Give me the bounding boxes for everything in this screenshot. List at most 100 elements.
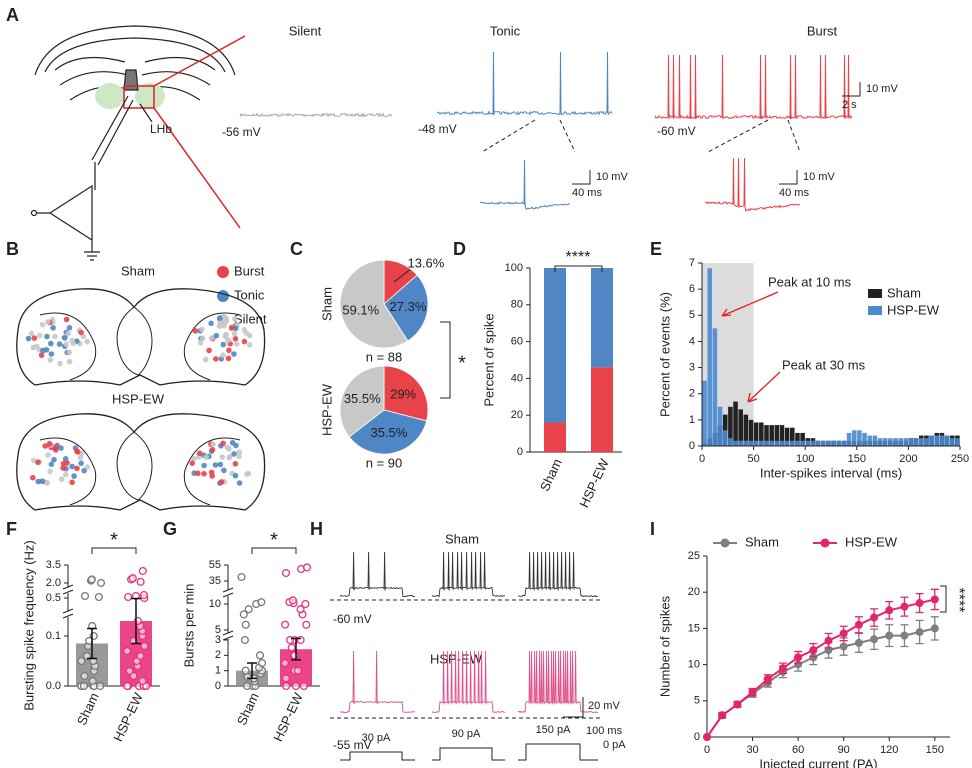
cell-dot [58,445,64,451]
legend-marker [820,538,830,548]
ventricle [39,306,241,381]
leader-line [393,269,410,283]
cell-dot [30,474,36,481]
legend-label: HSP-EW [887,302,940,317]
region-label: LHb [150,122,172,136]
data-point [282,681,291,691]
cell-dot [232,335,239,342]
data-point [80,591,90,601]
scale-label: 20 mV [588,700,620,712]
cell-dot [222,319,228,325]
data-point [281,568,291,578]
histogram-bar [722,414,728,446]
data-point [80,671,89,681]
x-axis-label: Inter-spikes interval (ms) [760,465,902,480]
cell-dot [42,443,48,449]
data-point [930,595,939,604]
data-point [870,635,879,644]
data-point [125,666,134,676]
data-point [128,574,137,583]
data-point [870,613,879,622]
annotation: Peak at 30 ms [782,357,866,372]
histogram-bar [753,440,759,446]
data-point [885,631,894,640]
histogram-bar [919,438,924,446]
scale-bar [779,170,798,185]
current-step [340,751,415,761]
histogram-bar [748,419,754,446]
cell-dot [196,450,203,457]
brain-outline [16,413,266,511]
y-tick-label: 10 [209,598,221,610]
cell-dot [220,440,226,447]
data-point [885,606,894,615]
cell-dot [84,338,90,345]
cell-dot [31,335,38,341]
x-tick-label: 150 [926,744,944,756]
data-point [94,592,103,602]
legend-label: Sham [887,285,921,300]
scale-label: 10 mV [803,171,835,183]
x-tick-label: HSP-EW [110,690,146,744]
cell-dot [232,325,239,332]
cell-dot [69,463,75,470]
histogram-bar [955,438,960,446]
panel-label: I [650,519,655,539]
x-tick-label: 150 [848,453,866,465]
histogram-bar [893,438,898,446]
scale-bar [563,697,584,718]
data-point [291,681,300,691]
histogram-bar [820,440,826,446]
cell-dot [35,478,41,485]
y-tick-label: 60 [511,336,523,348]
data-point [244,605,253,614]
zoom-line [787,119,801,153]
histogram-bar [939,435,945,446]
histogram-bar [707,268,713,446]
bar-segment [544,422,566,452]
cell-dot [216,323,223,330]
histogram-bar [800,432,805,446]
cell-dot [246,342,253,348]
annotation: Peak at 10 ms [768,274,852,289]
data-point [302,563,312,572]
histogram-bar [841,440,847,446]
cell-dot [34,343,40,350]
bar-segment [544,268,566,423]
cell-dot [191,455,197,462]
cell-dot [45,319,51,325]
cell-dot [241,338,248,345]
histogram-bar [774,425,780,446]
data-point [96,681,105,691]
patch-trace [517,650,599,714]
cell-dot [66,349,73,356]
histogram-bar [924,438,929,446]
data-point [854,620,863,629]
significance: * [270,529,278,551]
y-axis-label: Number of spikes [657,595,672,697]
data-point [794,653,803,662]
potential-label: -60 mV [657,124,696,138]
cell-dot [69,337,75,344]
histogram-bar [769,425,774,446]
panel-label: E [650,239,662,259]
cell-dot [223,331,229,338]
data-point [88,676,97,686]
patch-trace [517,551,599,598]
histogram-bar [857,430,862,446]
y-tick-label: 5 [215,624,221,636]
cell-dot [189,460,195,467]
cell-dot [199,335,206,342]
cell-dot [228,325,235,331]
scale-label: 40 ms [572,187,602,199]
cell-dot [212,462,219,468]
histogram-bar [728,406,733,446]
cell-dot [231,451,237,457]
cell-dot [47,357,54,363]
x-tick-label: HSP-EW [270,690,306,744]
data-point [123,681,132,691]
step-label: 150 pA [536,724,572,736]
cell-dot [197,340,204,346]
cell-dot [225,355,232,362]
data-point [123,646,132,656]
